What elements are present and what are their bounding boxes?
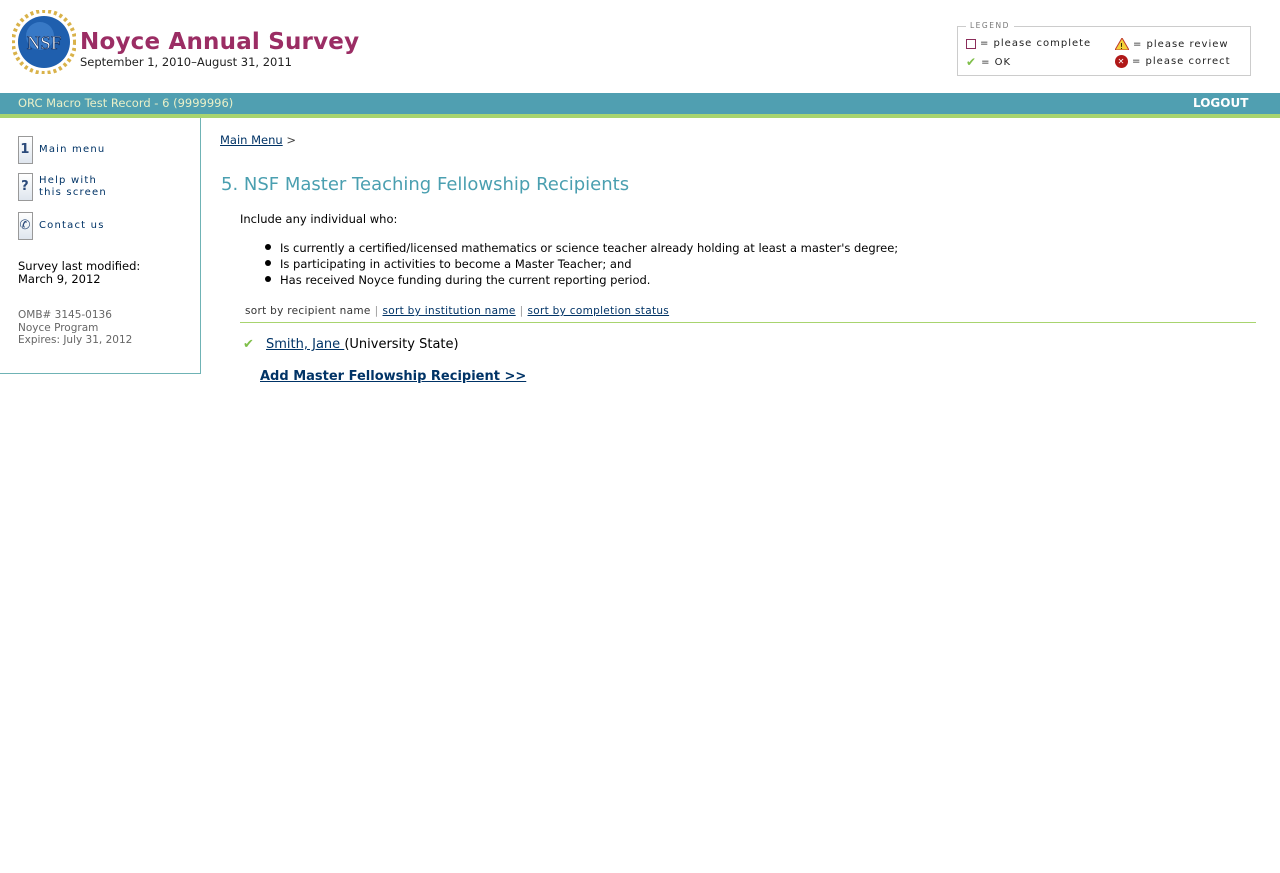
record-label: ORC Macro Test Record - 6 (9999996) bbox=[18, 96, 234, 110]
intro-text: Include any individual who: bbox=[240, 212, 398, 226]
top-bar bbox=[0, 93, 1280, 114]
sort-options: sort by recipient name | sort by instituti… bbox=[245, 305, 670, 317]
divider bbox=[0, 114, 1280, 118]
error-x-icon: ✕ bbox=[1115, 55, 1128, 68]
legend-item: ✕ = please correct bbox=[1115, 55, 1231, 68]
legend-label: LEGEND bbox=[966, 21, 1014, 30]
sidebar-item-help[interactable]: ? Help with this screen bbox=[18, 173, 107, 201]
warning-icon: ! bbox=[1115, 38, 1129, 50]
legend-item: = please complete bbox=[966, 38, 1091, 49]
last-modified: Survey last modified: March 9, 2012 bbox=[18, 259, 141, 286]
sort-status-link[interactable]: sort by completion status bbox=[527, 305, 670, 317]
breadcrumb-main-menu[interactable]: Main Menu bbox=[220, 133, 283, 147]
list-item: Has received Noyce funding during the cu… bbox=[264, 272, 898, 288]
home-icon: 1 bbox=[18, 136, 33, 164]
page-title: 5. NSF Master Teaching Fellowship Recipi… bbox=[221, 174, 630, 195]
app-title: Noyce Annual Survey bbox=[80, 29, 360, 55]
help-icon: ? bbox=[18, 173, 33, 201]
svg-text:!: ! bbox=[1120, 42, 1124, 50]
checkmark-icon: ✔ bbox=[966, 55, 978, 69]
phone-icon: ✆ bbox=[18, 212, 33, 240]
legend: LEGEND = please complete ! = please revie… bbox=[957, 21, 1251, 76]
omb-info: OMB# 3145-0136 Noyce Program Expires: July… bbox=[18, 309, 133, 346]
logout-button[interactable]: LOGOUT bbox=[1193, 96, 1249, 110]
list-item: Is currently a certified/licensed mathem… bbox=[264, 241, 899, 255]
svg-text:NSF: NSF bbox=[27, 33, 62, 54]
reporting-period: September 1, 2010–August 31, 2011 bbox=[80, 55, 292, 69]
legend-item: ✔ = OK bbox=[966, 55, 1012, 69]
sidebar: 1 Main menu ? Help with this screen ✆ Contac… bbox=[0, 118, 201, 374]
criteria-list: Is currently a certified/licensed mathem… bbox=[264, 240, 899, 288]
nsf-logo: NSF bbox=[12, 10, 76, 74]
sidebar-item-contact[interactable]: ✆ Contact us bbox=[18, 212, 105, 240]
recipient-link[interactable]: Smith, Jane bbox=[266, 337, 345, 352]
list-item: Is participating in activities to become… bbox=[264, 256, 898, 272]
sidebar-item-main-menu[interactable]: 1 Main menu bbox=[18, 136, 105, 164]
empty-square-icon bbox=[966, 38, 976, 49]
breadcrumb: Main Menu > bbox=[220, 133, 296, 147]
sort-institution-link[interactable]: sort by institution name bbox=[382, 305, 516, 317]
legend-item: ! = please review bbox=[1115, 38, 1229, 50]
recipient-row: ✔ Smith, Jane (University State) bbox=[243, 337, 459, 352]
add-recipient-link[interactable]: Add Master Fellowship Recipient >> bbox=[260, 369, 527, 384]
checkmark-icon: ✔ bbox=[243, 337, 254, 352]
sort-recipient-current: sort by recipient name bbox=[245, 305, 371, 317]
divider bbox=[240, 322, 1256, 323]
